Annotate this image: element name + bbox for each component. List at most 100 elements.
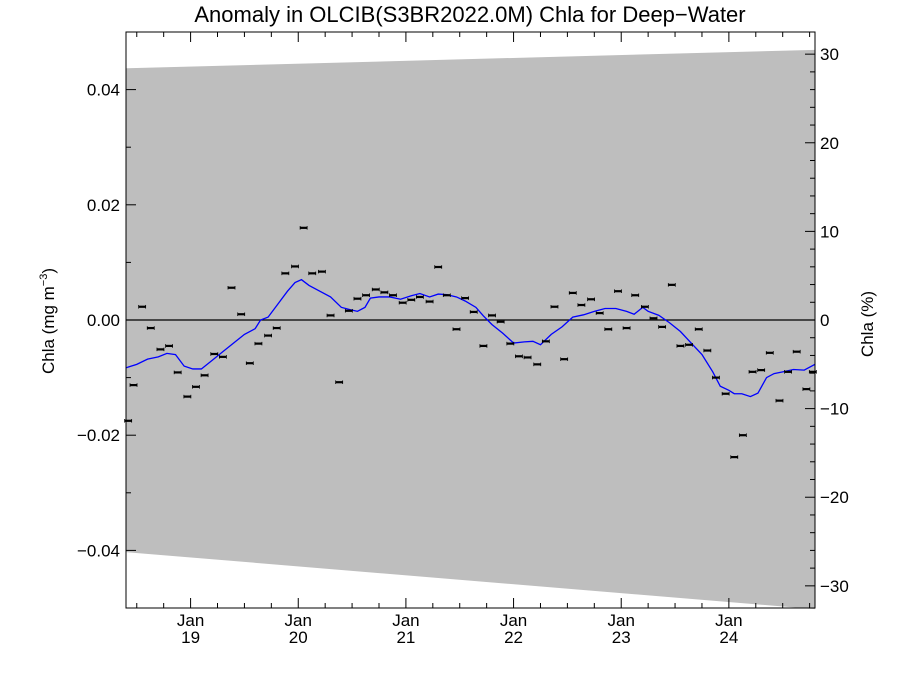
uncertainty-band-layer xyxy=(126,49,815,610)
anomaly-point xyxy=(299,226,308,230)
anomaly-point xyxy=(649,316,658,321)
anomaly-point xyxy=(416,295,424,299)
anomaly-point xyxy=(281,271,290,276)
anomaly-point xyxy=(568,291,577,295)
anomaly-point xyxy=(272,326,281,330)
left-axis-label-main: Chla (mg m xyxy=(39,286,58,374)
anomaly-point xyxy=(389,293,397,298)
anomaly-point xyxy=(550,304,559,309)
anomaly-point xyxy=(362,293,370,298)
anomaly-point xyxy=(757,368,766,372)
x-tick-year-label: 21 xyxy=(396,628,415,647)
anomaly-point xyxy=(264,333,273,338)
left-tick-label: −0.02 xyxy=(77,426,120,445)
right-tick-label: 20 xyxy=(820,134,839,153)
left-axis-label: Chla (mg m−3) xyxy=(38,268,58,374)
anomaly-point xyxy=(712,375,720,380)
anomaly-point xyxy=(434,265,443,269)
anomaly-point xyxy=(604,327,613,332)
anomaly-point xyxy=(353,296,362,301)
anomaly-point xyxy=(335,380,344,385)
anomaly-point xyxy=(775,398,784,403)
uncertainty-band xyxy=(126,49,815,610)
anomaly-point xyxy=(802,387,811,391)
anomaly-point xyxy=(425,299,434,304)
anomaly-point xyxy=(218,355,227,359)
anomaly-point xyxy=(541,339,550,344)
anomaly-point xyxy=(371,287,380,292)
x-tick-month-label: Jan xyxy=(608,611,635,630)
anomaly-point xyxy=(200,373,209,378)
anomaly-point xyxy=(614,289,622,293)
anomaly-point xyxy=(254,341,263,346)
running-mean-line xyxy=(125,278,816,398)
anomaly-point xyxy=(398,300,407,305)
right-tick-label: −10 xyxy=(820,400,849,419)
x-tick-month-label: Jan xyxy=(500,611,527,630)
anomaly-point xyxy=(792,349,801,354)
anomaly-point xyxy=(738,433,747,437)
anomaly-point xyxy=(452,327,461,332)
anomaly-point xyxy=(622,326,631,330)
x-tick-month-label: Jan xyxy=(715,611,742,630)
anomaly-point xyxy=(523,355,532,360)
anomaly-point xyxy=(496,319,505,324)
x-tick-year-label: 24 xyxy=(719,628,738,647)
anomaly-point xyxy=(156,347,165,352)
anomaly-point xyxy=(308,271,317,276)
x-tick-year-label: 20 xyxy=(289,628,308,647)
anomaly-point xyxy=(192,385,200,389)
anomaly-point xyxy=(488,313,496,318)
chart-title: Anomaly in OLCIB(S3BR2022.0M) Chla for D… xyxy=(194,2,745,27)
anomaly-point xyxy=(533,362,542,367)
anomaly-point xyxy=(587,297,595,302)
anomaly-point xyxy=(237,312,246,317)
anomaly-point xyxy=(183,394,192,399)
anomaly-point xyxy=(667,283,676,287)
anomaly-point xyxy=(245,361,254,365)
left-tick-label: 0.04 xyxy=(87,81,120,100)
right-tick-label: −20 xyxy=(820,488,849,507)
anomaly-point xyxy=(748,370,757,374)
anomaly-point xyxy=(210,352,219,356)
anomaly-point xyxy=(291,264,299,269)
anomaly-point xyxy=(631,293,640,298)
anomaly-point xyxy=(595,311,604,315)
anomaly-point xyxy=(173,370,182,375)
anomaly-point xyxy=(138,304,147,309)
anomaly-point xyxy=(765,351,774,355)
anomaly-point xyxy=(730,455,739,459)
anomaly-point xyxy=(227,285,236,290)
anomaly-point xyxy=(479,344,488,348)
anomaly-point xyxy=(658,325,667,329)
anomaly-point xyxy=(380,290,389,295)
running-mean-layer xyxy=(125,278,816,398)
anomaly-point xyxy=(469,310,478,314)
right-tick-label: −30 xyxy=(820,577,849,596)
anomaly-point xyxy=(129,383,138,387)
anomaly-point xyxy=(407,298,416,302)
anomaly-point xyxy=(784,370,792,374)
right-tick-label: 0 xyxy=(820,311,829,330)
anomaly-point xyxy=(165,344,173,348)
anomaly-point xyxy=(326,313,335,318)
axis-ticks-layer: 0.04 0.02 0.00 −0.02 −0.04 30 20 10 0 −10 −20 −30 Ja… xyxy=(77,31,849,647)
x-tick-year-label: 19 xyxy=(181,628,200,647)
anomaly-points-layer xyxy=(124,226,817,459)
x-tick-month-label: Jan xyxy=(177,611,204,630)
anomaly-point xyxy=(461,296,470,300)
left-tick-label: −0.04 xyxy=(77,541,120,560)
anomaly-point xyxy=(344,308,353,313)
anomaly-point xyxy=(560,357,569,361)
anomaly-point xyxy=(676,344,685,348)
anomaly-point xyxy=(694,327,703,332)
left-tick-label: 0.02 xyxy=(87,196,120,215)
x-tick-year-label: 22 xyxy=(504,628,523,647)
right-tick-label: 10 xyxy=(820,222,839,241)
anomaly-point xyxy=(442,293,451,298)
left-axis-label-close: ) xyxy=(39,268,58,274)
x-tick-month-label: Jan xyxy=(392,611,419,630)
anomaly-point xyxy=(577,303,586,307)
x-tick-year-label: 23 xyxy=(612,628,631,647)
